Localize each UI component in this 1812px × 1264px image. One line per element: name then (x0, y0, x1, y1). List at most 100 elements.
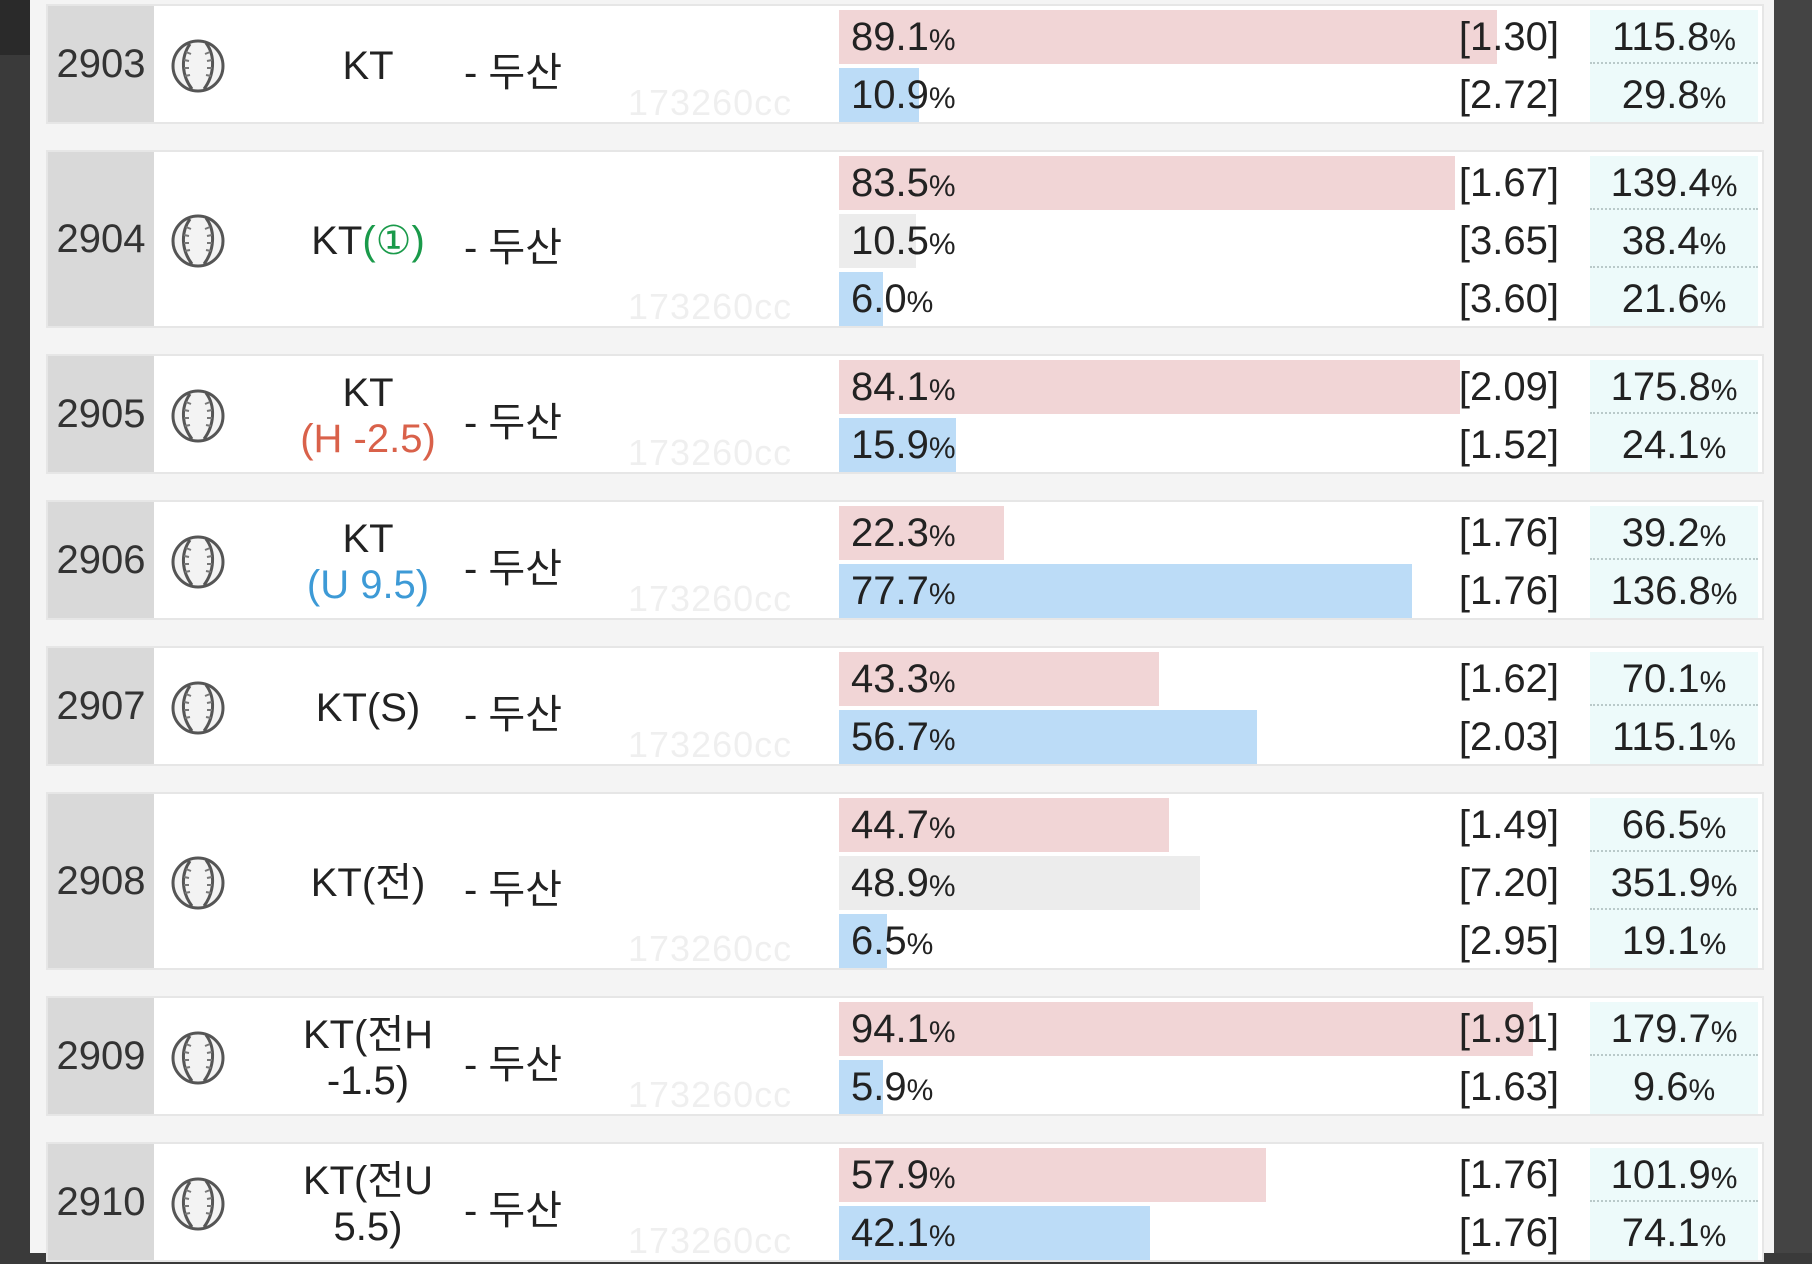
match-row[interactable]: 2905 KT (H -2.5) - 두산 173260cc 84.1% [2.09] 15.… (46, 354, 1764, 474)
odds-line[interactable]: 6.5% [2.95] (839, 914, 1577, 968)
match-row[interactable]: 2903 KT - 두산 173260cc 89.1% [1.30] 10.9% [2.72]… (46, 4, 1764, 124)
odds-value: [1.62] (1458, 657, 1559, 701)
odds-line[interactable]: 77.7% [1.76] (839, 564, 1577, 618)
odds-value: [1.52] (1458, 423, 1559, 467)
vote-percent-unit: % (928, 24, 956, 57)
odds-line[interactable]: 56.7% [2.03] (839, 710, 1577, 764)
match-row[interactable]: 2909 KT(전H -1.5) - 두산 173260cc 94.1% [1.91] 5.9… (46, 996, 1764, 1116)
home-team-name: KT (342, 44, 394, 88)
vote-percent-unit: % (906, 928, 934, 961)
vote-bar (839, 798, 1169, 852)
return-percent-unit: % (1699, 666, 1727, 699)
baseball-icon (170, 1030, 226, 1086)
match-row[interactable]: 2910 KT(전U 5.5) - 두산 173260cc 57.9% [1.76] 42.1… (46, 1142, 1764, 1262)
return-percent: 351.9% (1590, 856, 1758, 910)
home-team: KT(전H -1.5) (248, 1012, 488, 1104)
vote-bar (839, 1060, 883, 1114)
return-percent-unit: % (1709, 724, 1736, 757)
odds-line[interactable]: 44.7% [1.49] (839, 798, 1577, 852)
vote-percent-value: 10.5 (851, 219, 929, 263)
match-row[interactable]: 2908 KT(전) - 두산 173260cc 44.7% [1.49] 48.9% [7.… (46, 792, 1764, 970)
vote-percent: 94.1% (851, 1002, 956, 1060)
vote-bar (839, 10, 1497, 64)
match-row[interactable]: 2907 KT(S) - 두산 173260cc 43.3% [1.62] 56.7% [2.… (46, 646, 1764, 766)
home-team: KT(전U 5.5) (248, 1158, 488, 1250)
vote-percent-value: 89.1 (851, 15, 929, 59)
away-team: - 두산 (464, 1043, 563, 1087)
odds-line[interactable]: 10.9% [2.72] (839, 68, 1577, 122)
home-team-name: KT(전) (310, 861, 426, 905)
odds-line[interactable]: 84.1% [2.09] (839, 360, 1577, 414)
return-area: 70.1% 115.1% (1590, 652, 1758, 764)
vote-percent-value: 44.7 (851, 803, 929, 847)
vote-bar (839, 914, 887, 968)
right-edge-background (1774, 0, 1812, 1253)
away-team: - 두산 (464, 868, 563, 912)
vote-bar (839, 710, 1257, 764)
vote-percent: 15.9% (851, 418, 956, 476)
odds-line[interactable]: 6.0% [3.60] (839, 272, 1577, 326)
return-percent-unit: % (1688, 1074, 1716, 1107)
vote-bar (839, 214, 916, 268)
vote-percent-unit: % (906, 286, 934, 319)
odds-line[interactable]: 5.9% [1.63] (839, 1060, 1577, 1114)
baseball-icon (170, 680, 226, 736)
vote-percent: 89.1% (851, 10, 956, 68)
watermark: 173260cc (628, 432, 793, 473)
vote-percent-value: 56.7 (851, 715, 929, 759)
vote-percent-value: 94.1 (851, 1007, 929, 1051)
vote-percent-value: 57.9 (851, 1153, 929, 1197)
return-percent-value: 38.4 (1621, 219, 1700, 263)
baseball-icon (170, 213, 226, 269)
home-team-handicap: (H -2.5) (300, 417, 436, 461)
match-row[interactable]: 2906 KT (U 9.5) - 두산 173260cc 22.3% [1.76] 77.7… (46, 500, 1764, 620)
return-percent-value: 175.8 (1610, 365, 1711, 409)
return-percent-value: 115.8 (1612, 15, 1710, 59)
vote-odds-area: 94.1% [1.91] 5.9% [1.63] (839, 1002, 1577, 1114)
baseball-icon (170, 855, 226, 911)
vote-percent-unit: % (928, 82, 956, 115)
return-percent-value: 24.1 (1621, 423, 1700, 467)
return-percent-value: 136.8 (1610, 569, 1711, 613)
odds-line[interactable]: 89.1% [1.30] (839, 10, 1577, 64)
match-number: 2907 (48, 648, 154, 764)
away-team: - 두산 (464, 51, 563, 95)
return-percent-value: 115.1 (1612, 715, 1710, 759)
odds-line[interactable]: 42.1% [1.76] (839, 1206, 1577, 1260)
return-percent: 24.1% (1590, 418, 1758, 472)
odds-line[interactable]: 83.5% [1.67] (839, 156, 1577, 210)
handicap-marker: (①) (362, 219, 425, 263)
odds-line[interactable]: 94.1% [1.91] (839, 1002, 1577, 1056)
odds-line[interactable]: 22.3% [1.76] (839, 506, 1577, 560)
return-percent: 115.8% (1590, 10, 1758, 64)
vote-percent-value: 10.9 (851, 73, 929, 117)
return-percent-value: 351.9 (1610, 861, 1711, 905)
home-team-name: KT(①) (311, 219, 425, 263)
vote-percent-value: 22.3 (851, 511, 929, 555)
odds-line[interactable]: 10.5% [3.65] (839, 214, 1577, 268)
away-team: - 두산 (464, 547, 563, 591)
vote-bar (839, 1148, 1266, 1202)
return-percent-unit: % (1699, 928, 1727, 961)
vote-odds-area: 43.3% [1.62] 56.7% [2.03] (839, 652, 1577, 764)
odds-line[interactable]: 57.9% [1.76] (839, 1148, 1577, 1202)
return-percent: 29.8% (1590, 68, 1758, 122)
vote-bar (839, 856, 1200, 910)
baseball-icon (170, 1176, 226, 1232)
match-list-panel: 2903 KT - 두산 173260cc 89.1% [1.30] 10.9% [2.72]… (30, 0, 1774, 1262)
odds-line[interactable]: 43.3% [1.62] (839, 652, 1577, 706)
odds-line[interactable]: 15.9% [1.52] (839, 418, 1577, 472)
odds-value: [3.65] (1458, 219, 1559, 263)
vote-percent-value: 42.1 (851, 1211, 929, 1255)
odds-line[interactable]: 48.9% [7.20] (839, 856, 1577, 910)
vote-percent-unit: % (928, 812, 956, 845)
home-team: KT (U 9.5) (248, 516, 488, 608)
watermark: 173260cc (628, 286, 793, 327)
return-percent-unit: % (1699, 520, 1727, 553)
vote-bar (839, 564, 1412, 618)
away-team: - 두산 (464, 693, 563, 737)
return-percent: 38.4% (1590, 214, 1758, 268)
match-row[interactable]: 2904 KT(①) - 두산 173260cc 83.5% [1.67] 10.5% [3.… (46, 150, 1764, 328)
match-number: 2910 (48, 1144, 154, 1260)
vote-percent-unit: % (928, 432, 956, 465)
